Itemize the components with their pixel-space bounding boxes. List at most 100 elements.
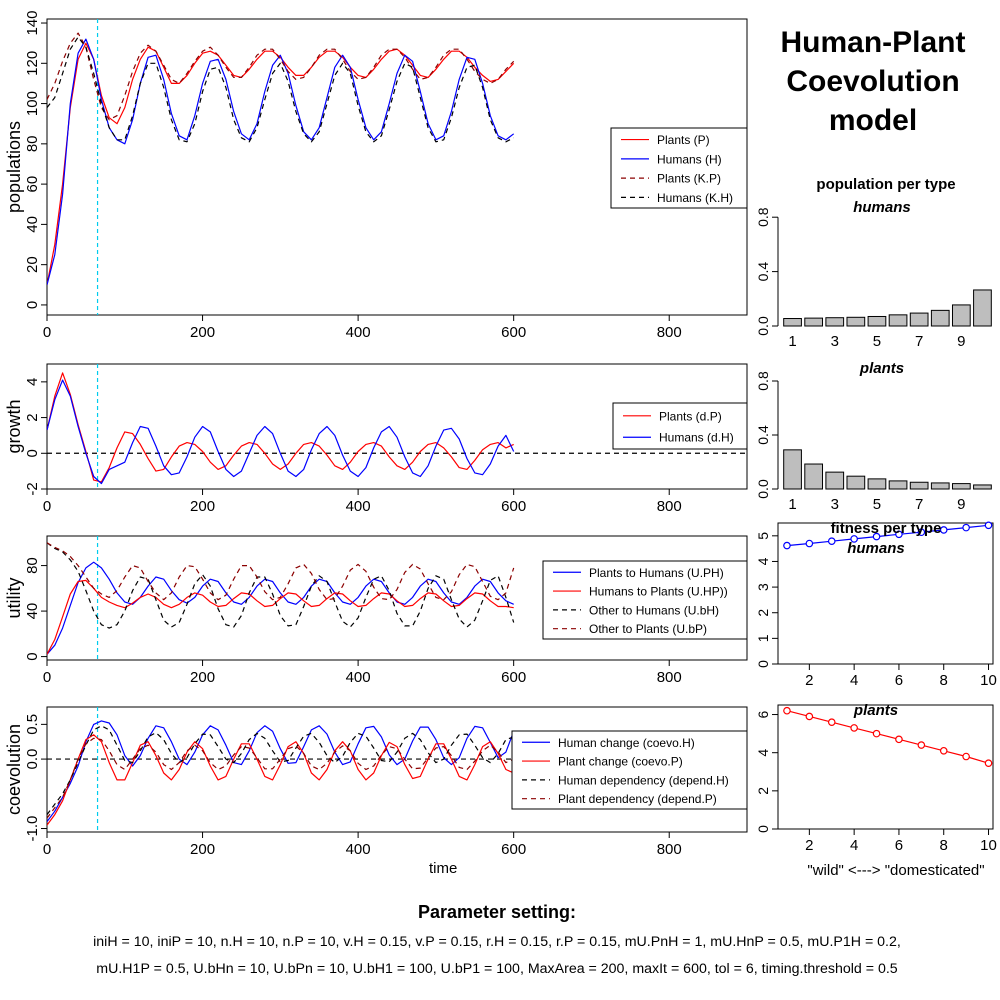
y-tick-label: 5	[755, 532, 771, 540]
x-tick-label: 600	[501, 324, 526, 341]
fitness-line	[786, 710, 989, 764]
fitness-point	[850, 535, 858, 543]
fitness-point	[962, 523, 970, 532]
fitness-point	[962, 752, 970, 761]
x-tick-label: 7	[915, 496, 923, 513]
y-tick-label: 6	[755, 710, 771, 718]
x-tick-label: 5	[873, 333, 881, 350]
panel-subtitle: humans	[847, 540, 905, 557]
fitness-point	[805, 539, 814, 548]
x-tick-label: 200	[190, 324, 215, 341]
x-tick-label: 3	[831, 496, 839, 513]
fitness-point	[783, 541, 791, 550]
bar	[951, 304, 971, 327]
y-tick-label: 4	[755, 749, 771, 757]
y-tick-label: 80	[24, 557, 41, 574]
x-axis-label: time	[429, 860, 457, 877]
y-tick-label: -2	[24, 482, 41, 495]
fitness-point	[872, 532, 881, 541]
fitness-point	[917, 741, 926, 749]
x-tick-label: 8	[940, 672, 948, 689]
x-tick-label: 600	[501, 841, 526, 858]
bar	[888, 480, 908, 490]
series-line	[47, 561, 514, 655]
x-tick-label: 400	[346, 324, 371, 341]
series-line	[47, 542, 515, 601]
parameter-block: Parameter setting: iniH = 10, iniP = 10,…	[93, 902, 901, 977]
x-tick-label: 2	[805, 672, 813, 689]
y-tick-label: 0.8	[755, 207, 771, 227]
bar	[973, 484, 992, 490]
bar	[909, 481, 929, 490]
x-tick-label: 1	[788, 333, 796, 350]
x-tick-label: 1	[788, 496, 796, 513]
bar	[973, 289, 992, 327]
y-tick-label: 3	[755, 583, 771, 591]
fitness-point	[939, 746, 948, 755]
fitness-point	[939, 526, 948, 534]
fitness-point	[895, 735, 903, 744]
legend-label: Human dependency (depend.H)	[558, 773, 729, 787]
y-tick-label: 0.0	[24, 749, 41, 770]
x-tick-label: 400	[346, 841, 371, 858]
legend-box	[612, 402, 748, 450]
x-tick-label: 400	[346, 498, 371, 515]
series-line	[47, 734, 514, 826]
title-line-1: Human-Plant	[780, 26, 965, 59]
bar	[951, 483, 971, 490]
y-tick-label: 0.5	[24, 714, 41, 735]
fitness-point	[827, 537, 836, 546]
x-tick-label: 8	[940, 837, 948, 854]
title-line-3: model	[829, 104, 917, 137]
series-line	[47, 32, 515, 121]
parameter-heading: Parameter setting:	[418, 902, 576, 922]
x-tick-label: 6	[895, 837, 903, 854]
fitness-point	[872, 729, 881, 738]
legend-label: Humans (H)	[657, 152, 722, 166]
x-tick-label: 200	[190, 841, 215, 858]
x-tick-label: 600	[501, 669, 526, 686]
x-tick-label: 800	[657, 841, 682, 858]
x-tick-label: 200	[190, 669, 215, 686]
bar	[846, 475, 866, 490]
panel-pop-humans: 0.0 0.4 0.8 1 3 5 7 9 population per type humans	[755, 176, 992, 350]
panel-title: fitness per type	[831, 520, 942, 537]
bar	[867, 315, 887, 327]
fitness-point	[984, 521, 993, 530]
y-tick-label: 140	[24, 11, 41, 36]
series-line	[47, 372, 514, 483]
x-axis-label: "wild" <---> "domesticated"	[807, 862, 984, 879]
panel-subtitle: humans	[853, 199, 911, 216]
parameter-line-1: iniH = 10, iniP = 10, n.H = 10, n.P = 10…	[93, 934, 901, 950]
y-tick-label: 0	[24, 301, 41, 309]
y-tick-label: 2	[24, 413, 41, 421]
chart-panels: 0 200 400 600 800020406080100120140populatio…	[4, 11, 997, 879]
panel-fit-plants: 0 2 4 6 2 4 6 8 10 plants "wild" <---> "domesticat…	[755, 702, 997, 879]
panel-subtitle: plants	[853, 702, 898, 719]
y-axis-label: populations	[4, 121, 24, 213]
bar	[825, 471, 845, 490]
x-tick-label: 5	[873, 496, 881, 513]
y-tick-label: 40	[24, 216, 41, 233]
x-tick-label: 4	[850, 672, 858, 689]
y-axis-label: growth	[4, 399, 24, 453]
x-tick-label: 0	[43, 669, 51, 686]
y-tick-label: 0	[755, 825, 771, 833]
series-line	[47, 737, 514, 819]
y-tick-label: 1	[755, 634, 771, 642]
x-tick-label: 800	[657, 669, 682, 686]
bar	[783, 318, 802, 327]
plot-area	[47, 364, 747, 489]
series-line	[47, 379, 515, 485]
x-tick-label: 3	[831, 333, 839, 350]
x-tick-label: 10	[980, 672, 997, 689]
legend-box	[542, 560, 748, 640]
y-tick-label: 40	[24, 603, 41, 620]
fitness-point	[827, 718, 836, 726]
main-title: Human-Plant Coevolution model	[780, 26, 965, 137]
x-tick-label: 7	[915, 333, 923, 350]
x-tick-label: 9	[957, 333, 965, 350]
y-tick-label: 0.8	[755, 371, 771, 391]
plot-frame	[777, 522, 994, 665]
